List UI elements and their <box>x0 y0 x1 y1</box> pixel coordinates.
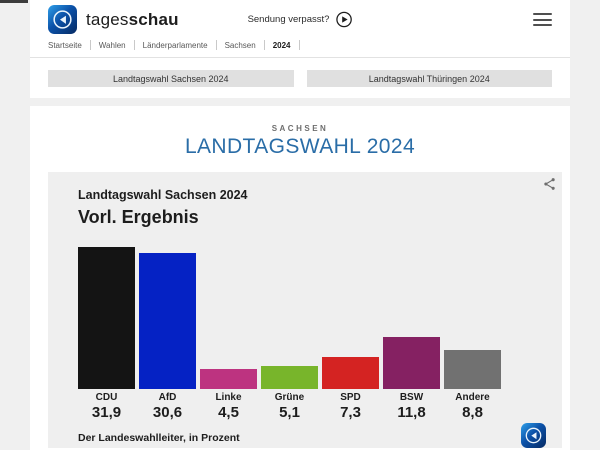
breadcrumb-item-2024[interactable]: 2024 <box>272 40 291 50</box>
bar-column-grüne: Grüne 5,1 <box>261 247 318 421</box>
share-icon[interactable] <box>543 177 556 191</box>
result-chart-card: Landtagswahl Sachsen 2024 Vorl. Ergebnis… <box>48 172 562 448</box>
site-header: tagesschau Sendung verpasst? Startseite … <box>30 0 570 58</box>
page: tagesschau Sendung verpasst? Startseite … <box>30 0 570 450</box>
bar-plot-area <box>261 247 318 389</box>
bar-category-label: Andere <box>455 392 490 403</box>
bar-grüne <box>261 366 318 389</box>
ard-tagesschau-logo-icon <box>48 5 77 34</box>
breadcrumb-item-sachsen[interactable]: Sachsen <box>224 40 256 50</box>
bar-value-label: 11,8 <box>397 404 426 421</box>
menu-icon-bar <box>533 13 552 15</box>
bar-andere <box>444 349 501 389</box>
breadcrumb-item-startseite[interactable]: Startseite <box>48 40 82 50</box>
bar-column-linke: Linke 4,5 <box>200 247 257 421</box>
chart-source: Der Landeswahlleiter, in Prozent <box>78 432 240 444</box>
section-gap <box>30 98 570 106</box>
breadcrumb-separator <box>133 40 135 50</box>
bar-column-afd: AfD 30,6 <box>139 247 196 421</box>
bar-plot-area <box>383 247 440 389</box>
breadcrumb-item-wahlen[interactable]: Wahlen <box>98 40 126 50</box>
page-title: LANDTAGSWAHL 2024 <box>184 135 416 158</box>
bar-value-label: 4,5 <box>218 404 239 421</box>
top-left-loading-bar <box>0 0 28 3</box>
bar-plot-area <box>322 247 379 389</box>
bar-value-label: 5,1 <box>279 404 300 421</box>
bar-category-label: SPD <box>340 392 361 403</box>
main-content: SACHSEN LANDTAGSWAHL 2024 Landtagswahl S… <box>30 106 570 450</box>
menu-icon-bar <box>533 18 552 21</box>
bar-category-label: BSW <box>399 392 424 403</box>
region-kicker: SACHSEN <box>271 124 329 133</box>
bar-plot-area <box>444 247 501 389</box>
bar-column-andere: Andere 8,8 <box>444 247 501 421</box>
bar-column-cdu: CDU 31,9 <box>78 247 135 421</box>
bar-value-label: 7,3 <box>340 404 361 421</box>
wordmark-bold: schau <box>128 9 179 29</box>
breadcrumb: Startseite Wahlen Länderparlamente Sachs… <box>48 40 552 50</box>
tagesschau-watermark-icon <box>521 423 546 448</box>
bar-plot-area <box>200 247 257 389</box>
bar-bsw <box>383 336 440 389</box>
bar-value-label: 30,6 <box>152 404 183 421</box>
bar-category-label: AfD <box>158 392 177 403</box>
bar-spd <box>322 356 379 389</box>
bar-category-label: Grüne <box>274 392 305 403</box>
bar-value-label: 31,9 <box>91 404 122 421</box>
wordmark: tagesschau <box>86 10 179 30</box>
bar-chart: CDU 31,9 AfD 30,6 Linke 4,5 Grüne 5,1 SPD 7,3 BSW 1… <box>78 247 546 421</box>
bar-plot-area <box>78 247 135 389</box>
breadcrumb-separator <box>298 40 300 50</box>
wordmark-regular: tages <box>86 9 129 29</box>
bar-linke <box>200 369 257 389</box>
chart-subtitle: Vorl. Ergebnis <box>78 207 199 227</box>
bar-category-label: CDU <box>95 392 118 403</box>
menu-icon[interactable] <box>533 13 552 26</box>
menu-icon-bar <box>533 24 552 26</box>
bar-afd <box>139 252 196 389</box>
breadcrumb-item-laenderparlamente[interactable]: Länderparlamente <box>142 40 208 50</box>
play-icon[interactable] <box>335 11 352 28</box>
breadcrumb-separator <box>263 40 265 50</box>
chart-title: Landtagswahl Sachsen 2024 <box>78 188 248 202</box>
bar-value-label: 8,8 <box>462 404 483 421</box>
bar-category-label: Linke <box>215 392 242 403</box>
breadcrumb-separator <box>89 40 91 50</box>
sendung-verpasst-button[interactable]: Sendung verpasst? <box>248 11 353 28</box>
election-tabs: Landtagswahl Sachsen 2024 Landtagswahl T… <box>30 58 570 98</box>
tagesschau-brand[interactable]: tagesschau <box>48 0 552 34</box>
breadcrumb-separator <box>215 40 217 50</box>
bar-column-spd: SPD 7,3 <box>322 247 379 421</box>
tab-landtagswahl-thueringen[interactable]: Landtagswahl Thüringen 2024 <box>306 70 552 87</box>
bar-column-bsw: BSW 11,8 <box>383 247 440 421</box>
sendung-verpasst-label: Sendung verpasst? <box>247 14 330 25</box>
bar-cdu <box>78 247 135 389</box>
bar-plot-area <box>139 247 196 389</box>
tab-landtagswahl-sachsen[interactable]: Landtagswahl Sachsen 2024 <box>48 70 294 87</box>
